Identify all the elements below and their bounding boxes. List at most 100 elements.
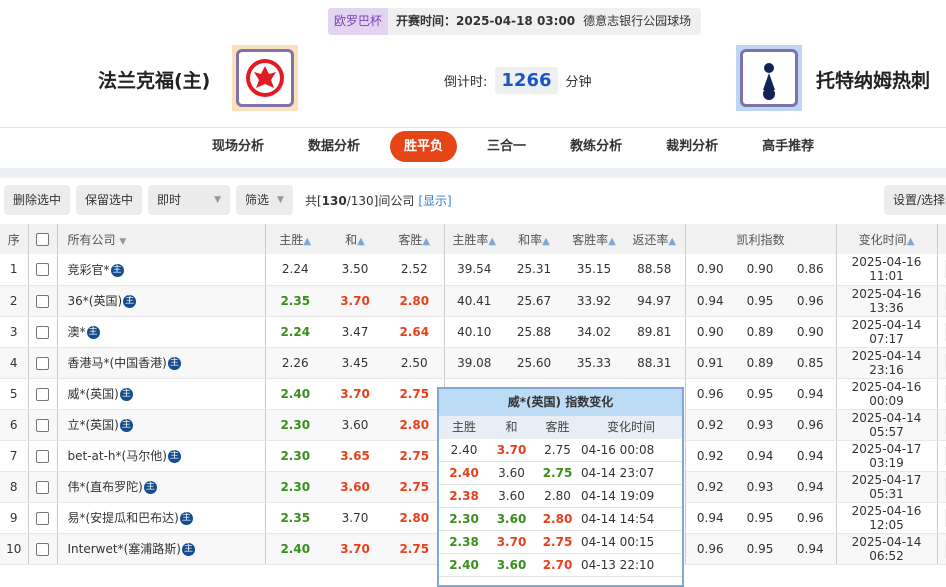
cell-company[interactable]: Interwet*(塞浦路斯) 主 xyxy=(56,533,265,565)
row-checkbox[interactable] xyxy=(27,254,57,286)
cell-change-time: 2025-04-14 23:16 xyxy=(835,347,938,379)
header-change-time[interactable]: 变化时间▲ xyxy=(835,224,938,254)
cell-kelly-home: 0.91 xyxy=(684,347,735,379)
away-team-name[interactable]: 托特纳姆热刺 xyxy=(816,70,931,92)
row-checkbox[interactable] xyxy=(27,378,57,410)
table-row[interactable]: 1 竞彩官* 主 2.24 3.50 2.52 39.54 25.31 35.15 88.58 0.… xyxy=(0,254,946,286)
row-checkbox[interactable] xyxy=(27,502,57,534)
row-checkbox[interactable] xyxy=(27,471,57,503)
header-company[interactable]: 所有公司 ▼ xyxy=(56,224,265,254)
header-home-rate[interactable]: 主胜率▲ xyxy=(443,224,504,254)
cell-kelly-away-value: 0.94 xyxy=(796,448,824,463)
row-checkbox[interactable] xyxy=(27,409,57,441)
table-row[interactable]: 4 香港马*(中国香港) 主 2.26 3.45 2.50 39.08 25.60 35.33 8… xyxy=(0,347,946,379)
row-action[interactable] xyxy=(936,440,946,472)
cell-company[interactable]: bet-at-h*(马尔他) 主 xyxy=(56,440,265,472)
cell-kelly-draw: 0.89 xyxy=(735,316,785,348)
row-checkbox[interactable] xyxy=(27,533,57,565)
cell-kelly-home: 0.90 xyxy=(684,316,735,348)
row-action[interactable] xyxy=(936,409,946,441)
row-action[interactable] xyxy=(936,378,946,410)
row-checkbox[interactable] xyxy=(27,347,57,379)
competition-tag[interactable]: 欧罗巴杯 xyxy=(328,8,389,35)
company-name[interactable]: 36*(英国) xyxy=(67,294,123,308)
company-name[interactable]: 威*(英国) xyxy=(67,387,119,401)
away-rate-label: 客胜率 xyxy=(572,232,609,247)
delete-selected-button[interactable]: 删除选中 xyxy=(4,185,71,215)
table-row[interactable]: 3 澳* 主 2.24 3.47 2.64 40.10 25.88 34.02 89.81 0.90… xyxy=(0,316,946,348)
home-rate-label: 主胜率 xyxy=(452,232,489,247)
header-return-rate[interactable]: 返还率▲ xyxy=(624,224,685,254)
show-link[interactable]: [显示] xyxy=(418,193,452,208)
header-home[interactable]: 主胜▲ xyxy=(264,224,325,254)
home-team-name[interactable]: 法兰克福(主) xyxy=(98,70,211,92)
header-draw-rate[interactable]: 和率▲ xyxy=(504,224,564,254)
select-all-checkbox[interactable] xyxy=(27,224,57,254)
row-action[interactable] xyxy=(936,471,946,503)
cell-company[interactable]: 澳* 主 xyxy=(56,316,265,348)
cell-kelly-draw: 0.95 xyxy=(735,378,785,410)
cell-kelly-away-value: 0.96 xyxy=(796,510,824,525)
company-name[interactable]: 香港马*(中国香港) xyxy=(67,356,167,370)
tab-three-in-one[interactable]: 三合一 xyxy=(487,139,527,154)
table-row[interactable]: 2 36*(英国) 主 2.35 3.70 2.80 40.41 25.67 33.92 94.9… xyxy=(0,285,946,317)
cell-draw-rate: 25.31 xyxy=(504,254,564,286)
cell-kelly-draw-value: 0.95 xyxy=(746,293,774,308)
away-team-logo[interactable] xyxy=(736,45,802,111)
home-team-logo[interactable] xyxy=(232,45,298,111)
tab-live-analysis[interactable]: 现场分析 xyxy=(212,139,265,154)
cell-company[interactable]: 威*(英国) 主 xyxy=(56,378,265,410)
cell-company[interactable]: 竞彩官* 主 xyxy=(56,254,265,286)
cell-home-value: 2.24 xyxy=(281,262,309,277)
cell-company[interactable]: 36*(英国) 主 xyxy=(56,285,265,317)
company-name[interactable]: 澳* xyxy=(67,325,86,339)
tab-expert-picks[interactable]: 高手推荐 xyxy=(762,139,815,154)
mode-select[interactable]: 即时 ▼ xyxy=(148,185,231,215)
company-name[interactable]: 竞彩官* xyxy=(67,262,110,277)
countdown-unit: 分钟 xyxy=(565,75,592,90)
row-action[interactable] xyxy=(936,316,946,348)
row-action[interactable] xyxy=(936,285,946,317)
company-name[interactable]: bet-at-h*(马尔他) xyxy=(67,449,167,463)
row-checkbox[interactable] xyxy=(27,440,57,472)
company-name[interactable]: Interwet*(塞浦路斯) xyxy=(67,542,181,556)
cell-kelly-home: 0.94 xyxy=(684,285,735,317)
caret-down-icon: ▼ xyxy=(277,195,284,205)
popup-home: 2.38 xyxy=(449,535,479,549)
company-name[interactable]: 立*(英国) xyxy=(67,418,119,432)
company-name[interactable]: 伟*(直布罗陀) xyxy=(67,480,143,494)
header-away-rate[interactable]: 客胜率▲ xyxy=(564,224,624,254)
tab-data-analysis[interactable]: 数据分析 xyxy=(308,139,361,154)
main-badge-icon: 主 xyxy=(123,295,137,308)
row-action[interactable] xyxy=(936,502,946,534)
row-checkbox[interactable] xyxy=(27,285,57,317)
cell-company[interactable]: 易*(安提瓜和巴布达) 主 xyxy=(56,502,265,534)
header-draw[interactable]: 和▲ xyxy=(325,224,385,254)
tab-referee-analysis[interactable]: 裁判分析 xyxy=(666,139,719,154)
tab-coach-analysis[interactable]: 教练分析 xyxy=(570,139,623,154)
cell-company[interactable]: 伟*(直布罗陀) 主 xyxy=(56,471,265,503)
keep-selected-button[interactable]: 保留选中 xyxy=(76,185,143,215)
row-checkbox[interactable] xyxy=(27,316,57,348)
filter-dropdown[interactable]: 筛选 ▼ xyxy=(236,185,293,215)
row-action[interactable] xyxy=(936,533,946,565)
cell-home-rate: 40.41 xyxy=(443,285,504,317)
company-name[interactable]: 易*(安提瓜和巴布达) xyxy=(67,511,179,525)
cell-draw: 3.70 xyxy=(325,533,385,565)
cell-change-time: 2025-04-14 07:17 xyxy=(835,316,938,348)
cell-company[interactable]: 香港马*(中国香港) 主 xyxy=(56,347,265,379)
row-action[interactable] xyxy=(936,347,946,379)
row-action[interactable] xyxy=(936,254,946,286)
cell-draw-value: 3.60 xyxy=(341,417,369,432)
cell-draw-rate: 25.60 xyxy=(504,347,564,379)
settings-button[interactable]: 设置/选择 xyxy=(883,185,946,215)
cell-kelly-away-value: 0.90 xyxy=(796,324,824,339)
tab-1x2[interactable]: 胜平负 xyxy=(390,131,458,162)
cell-company[interactable]: 立*(英国) 主 xyxy=(56,409,265,441)
cell-kelly-away-value: 0.94 xyxy=(796,479,824,494)
cell-away: 2.64 xyxy=(385,316,444,348)
toolbar: 删除选中 保留选中 即时 ▼ 筛选 ▼ 共[130/130]间公司 [显示] xyxy=(4,185,452,215)
sort-up-icon: ▲ xyxy=(303,235,312,247)
header-away[interactable]: 客胜▲ xyxy=(385,224,444,254)
cell-home: 2.40 xyxy=(264,533,325,565)
